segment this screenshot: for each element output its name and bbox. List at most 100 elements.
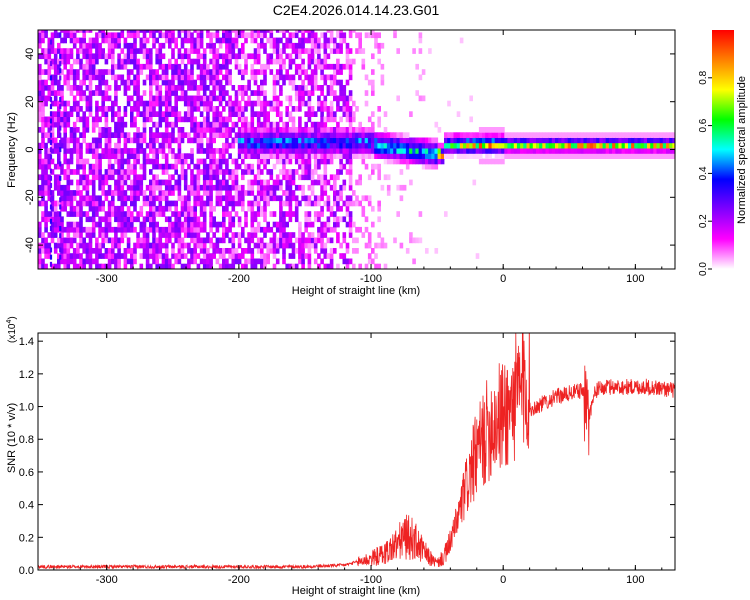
heatmap-cell xyxy=(190,58,194,65)
heatmap-cell xyxy=(174,69,178,75)
heatmap-cell xyxy=(142,53,147,60)
heatmap-cell xyxy=(85,42,90,49)
heatmap-cell xyxy=(136,137,140,144)
heatmap-cell xyxy=(155,179,159,186)
heatmap-cell xyxy=(196,253,201,259)
heatmap-cell xyxy=(215,116,220,123)
heatmap-cell xyxy=(561,142,565,149)
heatmap-cell xyxy=(291,85,296,91)
heatmap-cell xyxy=(260,32,264,39)
heatmap-cell xyxy=(596,142,600,149)
heatmap-cell xyxy=(101,263,105,269)
heatmap-cell xyxy=(193,174,197,181)
heatmap-cell xyxy=(504,137,508,144)
heatmap-cell xyxy=(171,174,175,181)
heatmap-cell xyxy=(304,153,308,159)
heatmap-cell xyxy=(161,116,166,123)
heatmap-cell xyxy=(193,179,197,186)
heatmap-cell xyxy=(510,142,515,149)
heatmap-cell xyxy=(218,42,223,49)
heatmap-cell xyxy=(88,200,93,207)
heatmap-cell xyxy=(371,79,375,86)
heatmap-cell xyxy=(234,174,239,181)
heatmap-cell xyxy=(348,184,353,191)
heatmap-cell xyxy=(345,142,350,149)
heatmap-cell xyxy=(183,216,188,223)
heatmap-cell xyxy=(66,142,71,149)
heatmap-cell xyxy=(412,142,416,149)
heatmap-cell xyxy=(294,169,299,175)
heatmap-cell xyxy=(95,100,99,107)
heatmap-cell xyxy=(47,42,52,49)
heatmap-cell xyxy=(126,137,131,144)
heatmap-cell xyxy=(215,226,220,233)
heatmap-cell xyxy=(431,142,435,149)
heatmap-cell xyxy=(231,253,236,259)
heatmap-cell xyxy=(662,142,667,149)
heatmap-cell xyxy=(180,116,185,123)
heatmap-cell xyxy=(266,30,270,33)
heatmap-cell xyxy=(218,127,223,133)
heatmap-cell xyxy=(177,184,182,191)
heatmap-cell xyxy=(488,148,492,154)
heatmap-cell xyxy=(60,226,64,233)
heatmap-cell xyxy=(323,48,328,54)
heatmap-cell xyxy=(275,30,280,33)
heatmap-cell xyxy=(50,158,55,165)
heatmap-cell xyxy=(206,63,210,70)
heatmap-cell xyxy=(212,132,216,138)
heatmap-cell xyxy=(367,116,372,123)
heatmap-cell xyxy=(313,242,318,249)
heatmap-cell xyxy=(564,142,569,149)
heatmap-cell xyxy=(624,137,629,144)
heatmap-cell xyxy=(548,132,553,138)
heatmap-cell xyxy=(336,63,340,70)
heatmap-cell xyxy=(180,95,185,102)
heatmap-cell xyxy=(431,148,435,154)
heatmap-cell xyxy=(190,184,194,191)
heatmap-cell xyxy=(111,190,115,196)
heatmap-cell xyxy=(66,30,71,33)
heatmap-cell xyxy=(263,190,267,196)
heatmap-cell xyxy=(149,53,153,60)
heatmap-cell xyxy=(339,169,343,175)
heatmap-cell xyxy=(155,58,159,65)
heatmap-cell xyxy=(260,169,264,175)
heatmap-cell xyxy=(225,205,229,212)
heatmap-cell xyxy=(174,253,178,259)
heatmap-cell xyxy=(628,132,632,138)
heatmap-cell xyxy=(342,200,347,207)
heatmap-cell xyxy=(111,106,115,112)
heatmap-cell xyxy=(69,253,74,259)
heatmap-cell xyxy=(431,158,435,165)
heatmap-cell xyxy=(313,32,318,39)
heatmap-cell xyxy=(111,211,115,217)
heatmap-cell xyxy=(272,195,277,202)
heatmap-cell xyxy=(133,179,137,186)
heatmap-cell xyxy=(158,100,163,107)
heatmap-cell xyxy=(459,148,464,154)
heatmap-cell xyxy=(177,69,182,75)
heatmap-cell xyxy=(288,242,293,249)
heatmap-cell xyxy=(222,174,226,181)
heatmap-cell xyxy=(145,58,150,65)
heatmap-cell xyxy=(44,242,48,249)
heatmap-cell xyxy=(358,174,362,181)
heatmap-cell xyxy=(342,132,347,138)
heatmap-cell xyxy=(361,148,366,154)
heatmap-cell xyxy=(323,174,328,181)
heatmap-cell xyxy=(98,90,102,96)
heatmap-cell xyxy=(161,163,166,170)
heatmap-cell xyxy=(180,169,185,175)
heatmap-cell xyxy=(117,163,121,170)
heatmap-cell xyxy=(66,190,71,196)
heatmap-cell xyxy=(187,58,191,65)
heatmap-cell xyxy=(323,232,328,238)
heatmap-cell xyxy=(282,148,286,154)
heatmap-cell xyxy=(253,74,258,81)
heatmap-cell xyxy=(50,232,55,238)
heatmap-cell xyxy=(145,48,150,54)
heatmap-cell xyxy=(44,221,48,228)
heatmap-cell xyxy=(47,148,52,154)
heatmap-cell xyxy=(333,184,337,191)
